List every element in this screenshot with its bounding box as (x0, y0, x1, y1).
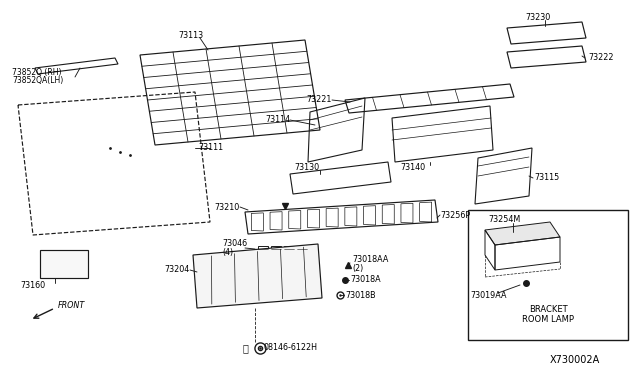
Text: 73019AA: 73019AA (470, 291, 506, 299)
Text: 73852Q (RH): 73852Q (RH) (12, 67, 61, 77)
Text: 73204: 73204 (164, 266, 190, 275)
Text: 73114: 73114 (265, 115, 290, 125)
Text: 73113: 73113 (178, 32, 203, 41)
Text: Ⓢ: Ⓢ (242, 343, 248, 353)
Text: 73256P: 73256P (440, 211, 470, 219)
Text: 73852QA(LH): 73852QA(LH) (12, 76, 63, 84)
Text: 73130: 73130 (294, 164, 319, 173)
Bar (271, 246, 281, 252)
Bar (284, 246, 294, 252)
Text: 73115: 73115 (534, 173, 559, 183)
Text: 73221: 73221 (307, 96, 332, 105)
Bar (468, 210, 628, 340)
Text: ROOM LAMP: ROOM LAMP (522, 315, 574, 324)
Text: 08146-6122H: 08146-6122H (264, 343, 318, 353)
Text: BRACKET: BRACKET (529, 305, 567, 314)
Polygon shape (193, 244, 322, 308)
Text: 73018B: 73018B (345, 291, 376, 299)
Bar (258, 246, 268, 252)
Polygon shape (485, 222, 560, 245)
Text: 73230: 73230 (525, 13, 550, 22)
Text: 73046: 73046 (222, 240, 247, 248)
Text: 73222: 73222 (588, 52, 614, 61)
Text: (4): (4) (222, 247, 233, 257)
Text: 73210: 73210 (215, 202, 240, 212)
Text: X730002A: X730002A (550, 355, 600, 365)
Text: 73160: 73160 (20, 280, 45, 289)
Polygon shape (40, 250, 88, 278)
Text: 73140: 73140 (400, 164, 425, 173)
Text: 73254M: 73254M (488, 215, 520, 224)
Text: 73018A: 73018A (350, 276, 381, 285)
Text: 73111: 73111 (198, 144, 223, 153)
Text: (2): (2) (352, 263, 364, 273)
Bar (297, 246, 307, 252)
Text: FRONT: FRONT (58, 301, 85, 310)
Text: 73018AA: 73018AA (352, 256, 388, 264)
